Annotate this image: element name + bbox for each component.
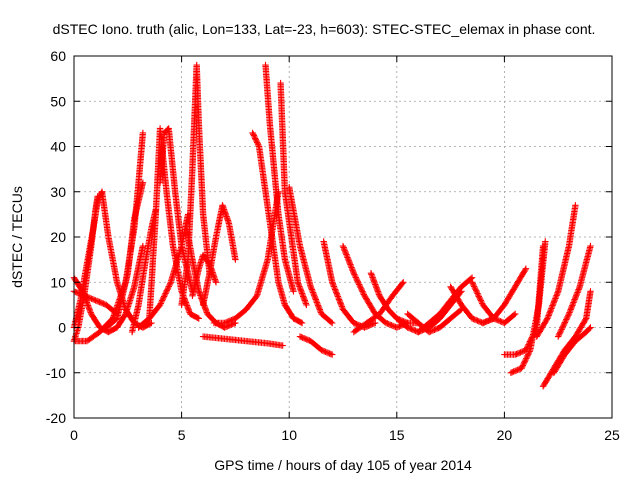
series-arc-32: [479, 265, 530, 327]
y-axis-label: dSTEC / TECUs: [9, 186, 25, 288]
y-tick-label: 40: [50, 139, 66, 155]
x-tick-label: 5: [178, 427, 186, 443]
y-tick-label: -20: [46, 410, 66, 426]
series-layer: [70, 61, 594, 390]
series-arc-29: [404, 306, 465, 336]
series-markers: [350, 279, 407, 336]
series-markers: [296, 333, 336, 358]
y-tick-label: 0: [58, 320, 66, 336]
x-tick-label: 20: [497, 427, 513, 443]
series-markers: [507, 238, 549, 376]
series-markers: [468, 279, 519, 327]
series-markers: [277, 79, 310, 309]
series-arc-15: [189, 251, 220, 299]
series-markers: [479, 265, 530, 327]
y-tick-label: 20: [50, 229, 66, 245]
series-arc-20: [199, 333, 286, 349]
series-arc-18: [262, 61, 297, 295]
series-arc-38: [550, 324, 594, 376]
series-markers: [103, 179, 147, 331]
x-axis-label: GPS time / hours of day 105 of year 2014: [214, 457, 472, 473]
y-tick-label: 10: [50, 274, 66, 290]
chart-title: dSTEC Iono. truth (alic, Lon=133, Lat=-2…: [53, 21, 596, 37]
series-markers: [533, 202, 579, 340]
series-arc-07: [103, 179, 147, 331]
x-axis-ticks: 0 5 10 15 20 25: [70, 56, 620, 443]
y-tick-label: 50: [50, 93, 66, 109]
series-arc-37: [555, 242, 594, 340]
series-arc-12: [178, 61, 213, 309]
x-tick-label: 15: [389, 427, 405, 443]
series-arc-22: [286, 184, 336, 327]
series-arc-26: [350, 279, 407, 336]
x-tick-label: 25: [604, 427, 620, 443]
series-arc-17: [249, 129, 306, 327]
y-tick-label: 30: [50, 184, 66, 200]
x-tick-label: 10: [281, 427, 297, 443]
y-axis-ticks: -20 -10 0 10 20 30 40 50 60: [46, 48, 612, 426]
series-arc-36: [539, 288, 594, 390]
series-markers: [189, 251, 220, 299]
series-markers: [555, 242, 594, 340]
y-tick-label: -10: [46, 365, 66, 381]
series-markers: [262, 61, 297, 295]
series-arc-31: [468, 279, 519, 327]
series-arc-35: [533, 202, 579, 340]
y-tick-label: 60: [50, 48, 66, 64]
series-markers: [404, 306, 465, 336]
series-markers: [199, 333, 286, 349]
series-markers: [286, 184, 336, 327]
series-markers: [249, 129, 306, 327]
series-markers: [550, 324, 594, 376]
series-arc-21: [296, 333, 336, 358]
series-arc-19: [277, 79, 310, 309]
series-arc-34: [507, 238, 549, 376]
x-tick-label: 0: [70, 427, 78, 443]
series-markers: [178, 61, 213, 309]
series-markers: [539, 288, 594, 390]
